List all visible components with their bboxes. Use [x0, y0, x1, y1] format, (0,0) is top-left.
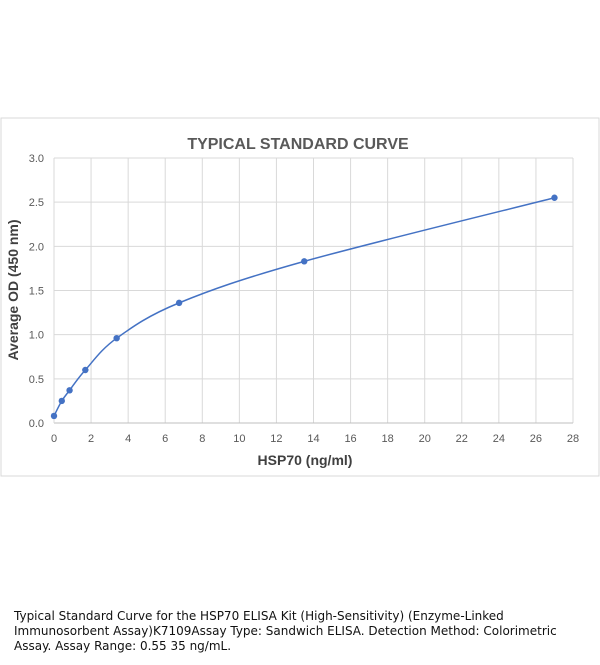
- x-axis-title: HSP70 (ng/ml): [258, 452, 353, 468]
- data-point: [551, 194, 558, 201]
- standard-curve-chart: TYPICAL STANDARD CURVE 0 2 4 6 8 10 12 14 16 18 20…: [0, 117, 600, 477]
- x-tick-label: 22: [456, 433, 468, 445]
- data-point: [113, 335, 120, 342]
- x-tick-label: 14: [307, 433, 319, 445]
- y-tick-label: 0.5: [29, 374, 44, 386]
- y-tick-label: 2.0: [29, 241, 44, 253]
- x-tick-label: 6: [162, 433, 168, 445]
- x-tick-label: 0: [51, 433, 57, 445]
- axes: [53, 158, 573, 424]
- x-tick-label: 24: [493, 433, 505, 445]
- x-tick-label: 26: [530, 433, 542, 445]
- fitted-curve: [53, 197, 555, 417]
- data-points: [50, 194, 558, 420]
- chart-title: TYPICAL STANDARD CURVE: [187, 136, 409, 153]
- y-tick-label: 1.0: [29, 330, 44, 342]
- data-point: [175, 299, 183, 307]
- data-point: [58, 397, 65, 405]
- y-tick-label: 3.0: [29, 153, 44, 165]
- x-tick-label: 18: [382, 433, 394, 445]
- data-point: [301, 258, 308, 265]
- data-point: [66, 387, 73, 394]
- gridlines: [54, 157, 574, 423]
- x-tick-labels: 0 2 4 6 8 10 12 14 16 18 20 22 24 26 28: [51, 433, 579, 445]
- data-point: [82, 366, 89, 374]
- x-tick-label: 20: [419, 433, 431, 445]
- x-tick-label: 10: [233, 433, 245, 445]
- data-point: [50, 412, 58, 420]
- y-tick-label: 2.5: [29, 197, 44, 209]
- figure-caption: Typical Standard Curve for the HSP70 ELI…: [14, 609, 557, 653]
- x-tick-label: 2: [88, 433, 94, 445]
- x-tick-label: 12: [270, 433, 282, 445]
- y-tick-labels: 0.0 0.5 1.0 1.5 2.0 2.5 3.0: [29, 153, 44, 430]
- x-tick-label: 16: [344, 433, 356, 445]
- x-tick-label: 28: [567, 433, 579, 445]
- y-axis-title: Average OD (450 nm): [5, 219, 21, 360]
- y-tick-label: 0.0: [29, 418, 44, 430]
- x-tick-label: 8: [199, 433, 205, 445]
- x-tick-label: 4: [125, 433, 131, 445]
- y-tick-label: 1.5: [29, 286, 44, 298]
